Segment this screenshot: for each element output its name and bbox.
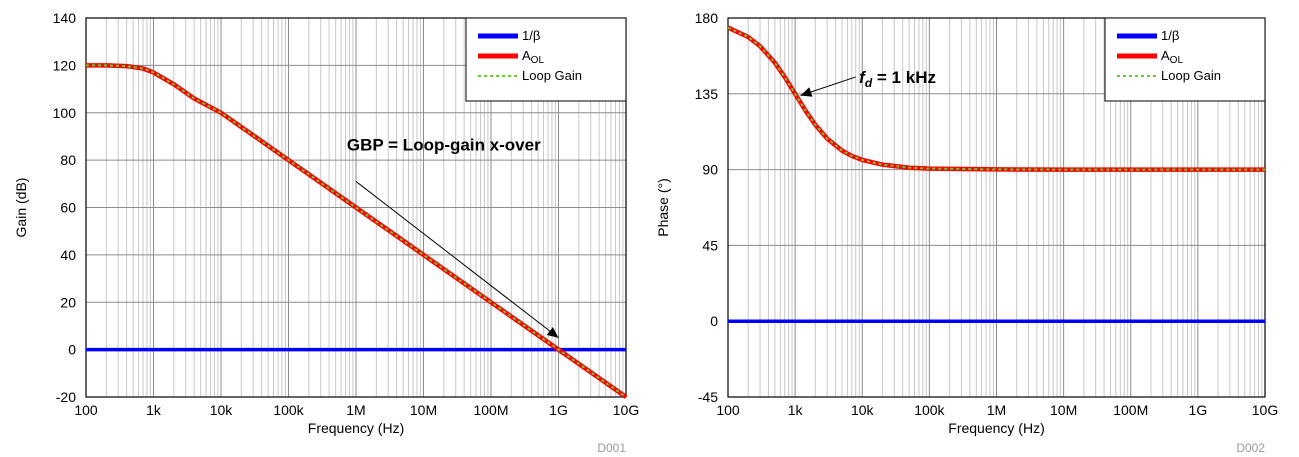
annotation-arrowhead (546, 327, 559, 338)
y-axis-label: Phase (°) (655, 178, 671, 237)
annotation-subscript: d (865, 76, 873, 90)
series-group (727, 25, 1265, 323)
x-tick-label: 1k (146, 402, 162, 418)
chart-panel-D001: 100 1k 10k 100k 1M 10M 100M 1G 10G -20 0 20 40 60 80 10… (13, 10, 639, 455)
legend-label-sub: OL (531, 55, 545, 66)
y-tick-label: 140 (53, 10, 77, 26)
legend-entry: 1/β (478, 28, 540, 43)
legend-label: Loop Gain (1161, 68, 1221, 83)
legend-label-main: A (1161, 48, 1170, 63)
y-tick-label: 120 (53, 57, 77, 73)
y-tick-label: 90 (702, 162, 718, 178)
y-tick-label: 100 (53, 105, 77, 121)
legend-box (1104, 17, 1266, 102)
legend-label: 1/β (1161, 28, 1179, 43)
legend: 1/β AOL Loop Gain (465, 17, 627, 102)
annotation: GBP = Loop-gain x-over (347, 136, 559, 339)
y-tick-label: 80 (60, 152, 76, 168)
y-tick-label: 60 (60, 200, 76, 216)
x-tick-label: 100k (273, 402, 304, 418)
legend-box (465, 17, 627, 102)
y-axis-label: Gain (dB) (13, 178, 29, 238)
legend-label-main: A (522, 48, 531, 63)
x-tick-label: 100M (1113, 402, 1148, 418)
legend-entry: AOL (478, 48, 544, 66)
figure-id: D001 (597, 441, 626, 455)
annotation-symbol: f (859, 68, 867, 87)
annotation: fd = 1 kHz (800, 68, 936, 97)
legend-label-sub: OL (1170, 55, 1184, 66)
y-tick-label: -20 (56, 389, 76, 405)
x-axis-label: Frequency (Hz) (948, 420, 1044, 436)
y-tick-label: 0 (68, 342, 76, 358)
y-tick-label: 40 (60, 247, 76, 263)
chart-panel-D002: 100 1k 10k 100k 1M 10M 100M 1G 10G -45 0 45 90 135 180… (655, 10, 1278, 455)
x-tick-label: 1k (788, 402, 804, 418)
x-axis-label: Frequency (Hz) (308, 420, 404, 436)
legend-label: 1/β (522, 28, 540, 43)
x-tick-label: 1M (987, 402, 1006, 418)
legend-label: Loop Gain (522, 68, 582, 83)
legend-label-main: 1/β (522, 28, 540, 43)
figure-id: D002 (1236, 441, 1265, 455)
x-tick-label: 10k (851, 402, 875, 418)
x-tick-label: 100M (473, 402, 508, 418)
series-line-loop-gain (727, 26, 1265, 171)
x-tick-label: 100 (716, 402, 740, 418)
x-tick-label: 100k (914, 402, 945, 418)
legend-label-main: Loop Gain (522, 68, 582, 83)
annotation-arrow-line (355, 181, 559, 339)
y-tick-label: 135 (695, 86, 719, 102)
y-tick-label: 0 (710, 313, 718, 329)
legend-label: AOL (1161, 48, 1183, 66)
legend-label-main: 1/β (1161, 28, 1179, 43)
x-tick-label: 10G (613, 402, 639, 418)
plot-frame (85, 17, 627, 398)
y-tick-label: -45 (698, 389, 718, 405)
legend-entry: Loop Gain (1117, 68, 1221, 83)
x-tick-label: 1G (549, 402, 568, 418)
annotation-value: = 1 kHz (872, 68, 936, 87)
legend-entry: 1/β (1117, 28, 1179, 43)
y-tick-label: 20 (60, 294, 76, 310)
x-tick-label: 1M (346, 402, 365, 418)
series-group (86, 63, 628, 399)
legend-label-main: Loop Gain (1161, 68, 1221, 83)
x-tick-label: 1G (1189, 402, 1208, 418)
plot-frame (727, 17, 1266, 398)
x-tick-label: 10M (410, 402, 437, 418)
annotation-text: GBP = Loop-gain x-over (347, 136, 541, 155)
annotation-arrowhead (800, 87, 813, 97)
y-tick-label: 180 (695, 10, 719, 26)
x-tick-label: 10M (1050, 402, 1077, 418)
x-tick-label: 10k (210, 402, 234, 418)
legend-label: AOL (522, 48, 544, 66)
legend: 1/β AOL Loop Gain (1104, 17, 1266, 102)
legend-entry: Loop Gain (478, 68, 582, 83)
legend-entry: AOL (1117, 48, 1183, 66)
x-tick-label: 100 (74, 402, 98, 418)
annotation-text: fd = 1 kHz (859, 68, 936, 90)
y-tick-label: 45 (702, 237, 718, 253)
x-tick-label: 10G (1252, 402, 1278, 418)
series-line-loop-gain (86, 64, 627, 398)
